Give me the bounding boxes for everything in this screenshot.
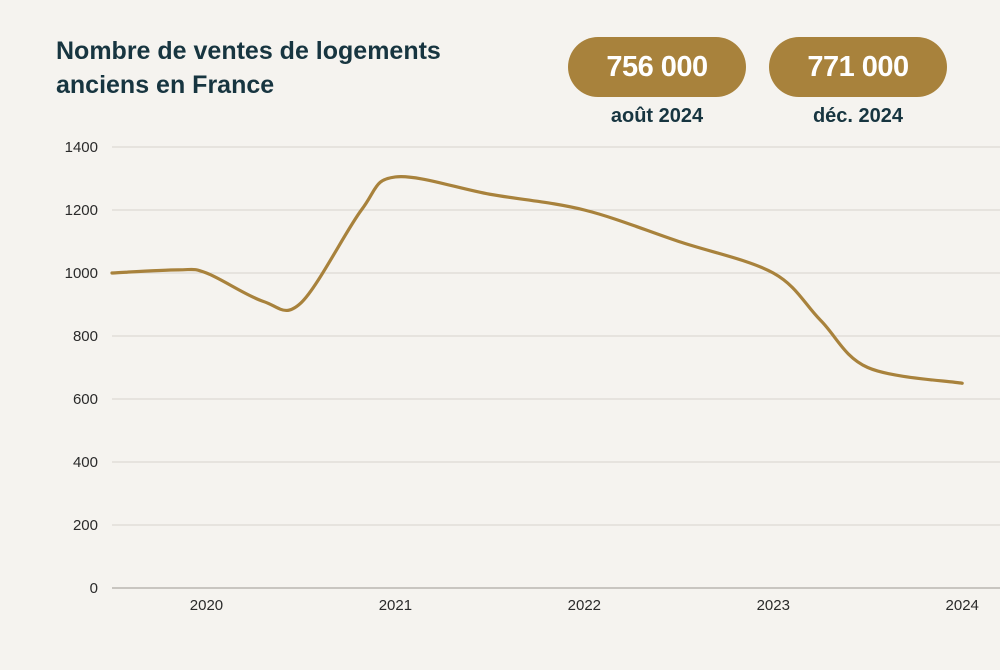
y-tick-label: 600 xyxy=(73,391,98,408)
y-tick-label: 0 xyxy=(90,580,98,597)
y-tick-label: 800 xyxy=(73,328,98,345)
chart-title: Nombre de ventes de logements anciens en… xyxy=(56,37,441,99)
stat-dec-2024: 771 000 déc. 2024 xyxy=(769,37,947,128)
y-tick-label: 400 xyxy=(73,454,98,471)
x-tick-label: 2020 xyxy=(190,597,223,614)
series-line xyxy=(110,175,964,385)
y-tick-label: 1400 xyxy=(65,139,98,156)
stat-aug-2024-value: 756 000 xyxy=(568,37,746,97)
y-tick-label: 1200 xyxy=(65,202,98,219)
stat-dec-2024-value: 771 000 xyxy=(769,37,947,97)
x-tick-label: 2021 xyxy=(379,597,412,614)
y-tick-label: 1000 xyxy=(65,265,98,282)
x-tick-label: 2022 xyxy=(568,597,601,614)
stat-aug-2024-label: août 2024 xyxy=(610,105,704,127)
x-tick-label: 2024 xyxy=(946,597,979,614)
x-tick-label: 2023 xyxy=(757,597,790,614)
stat-aug-2024: 756 000 août 2024 xyxy=(568,37,746,128)
y-tick-label: 200 xyxy=(73,517,98,534)
stat-dec-2024-label: déc. 2024 xyxy=(812,105,904,127)
